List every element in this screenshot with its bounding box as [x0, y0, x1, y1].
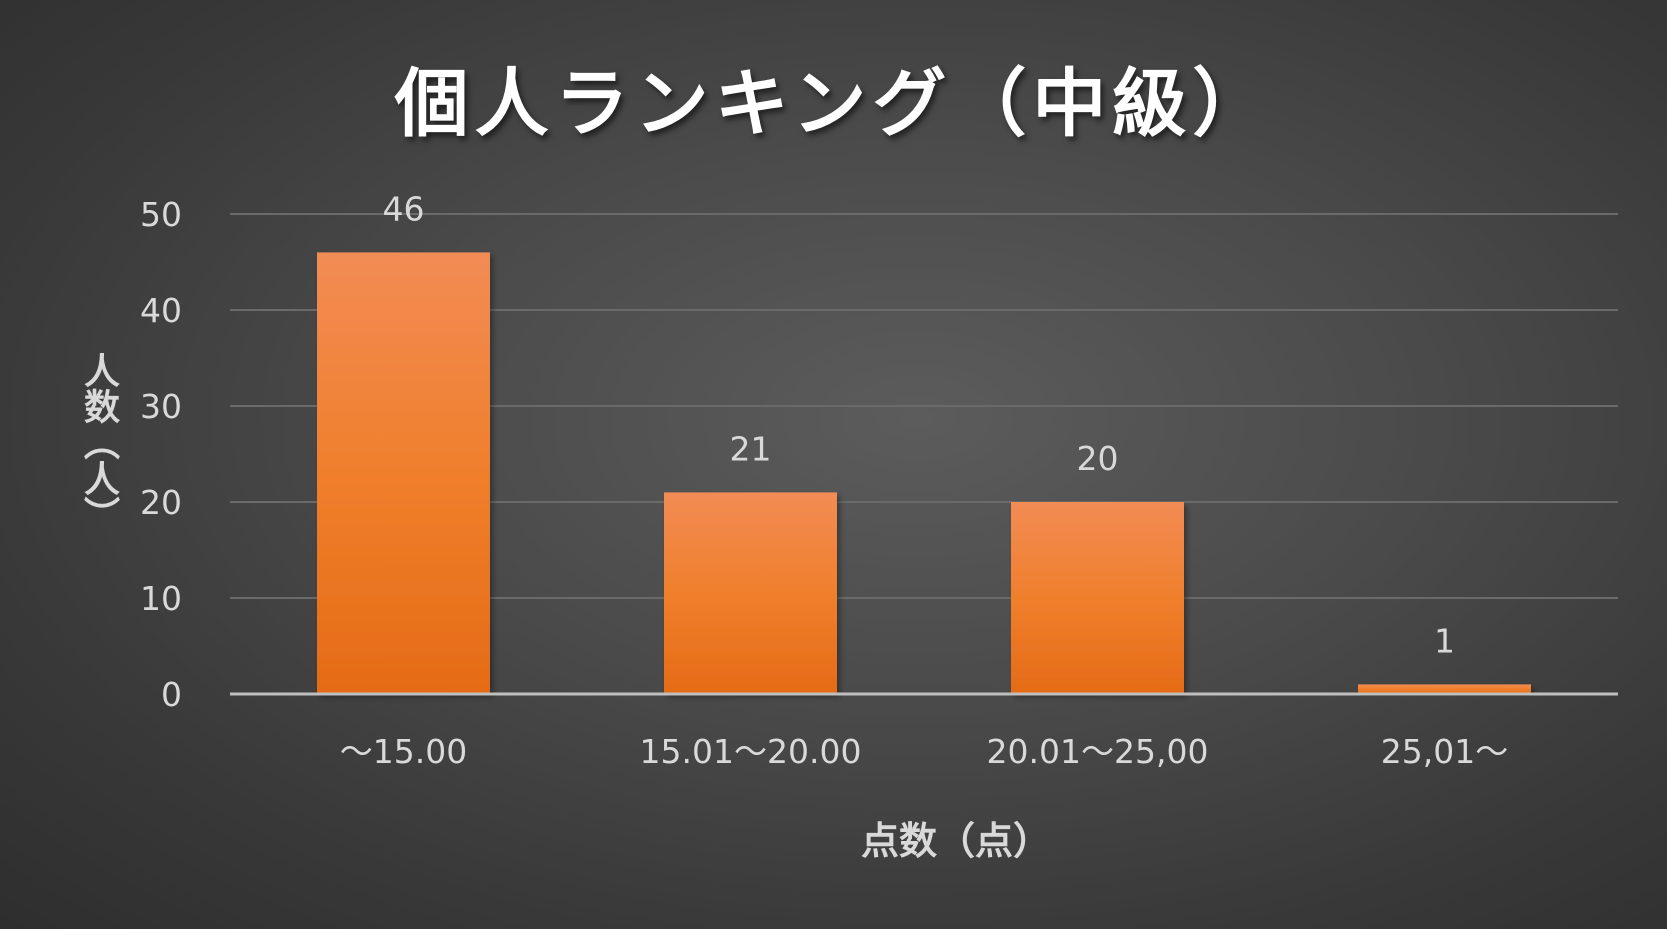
chart-title: 個人ランキング（中級）	[394, 61, 1273, 147]
x-axis-label: 点数（点）	[860, 819, 1051, 863]
y-tick-label: 20	[140, 483, 182, 522]
x-category-label: 15.01～20.00	[640, 732, 862, 771]
data-label: 1	[1434, 621, 1455, 660]
y-tick-label: 0	[161, 675, 182, 714]
y-tick-label: 30	[140, 387, 182, 426]
y-axis-label: 人数（人）	[78, 352, 119, 532]
x-axis-categories: ～15.00 15.01～20.00 20.01～25,00 25,01～	[340, 732, 1508, 771]
bars	[317, 252, 1531, 694]
x-category-label: ～15.00	[340, 732, 467, 771]
data-label: 46	[383, 189, 425, 228]
x-category-label: 25,01～	[1381, 732, 1508, 771]
y-tick-label: 50	[140, 195, 182, 234]
data-label: 20	[1077, 439, 1119, 478]
bar	[317, 252, 490, 694]
y-tick-label: 10	[140, 579, 182, 618]
data-labels: 46 21 20 1	[383, 189, 1456, 660]
bar	[1011, 502, 1184, 694]
y-tick-label: 40	[140, 291, 182, 330]
bar	[1358, 684, 1531, 694]
y-axis-ticks: 0 10 20 30 40 50	[140, 195, 182, 714]
bar	[664, 492, 837, 694]
data-label: 21	[730, 429, 772, 468]
x-category-label: 20.01～25,00	[987, 732, 1209, 771]
